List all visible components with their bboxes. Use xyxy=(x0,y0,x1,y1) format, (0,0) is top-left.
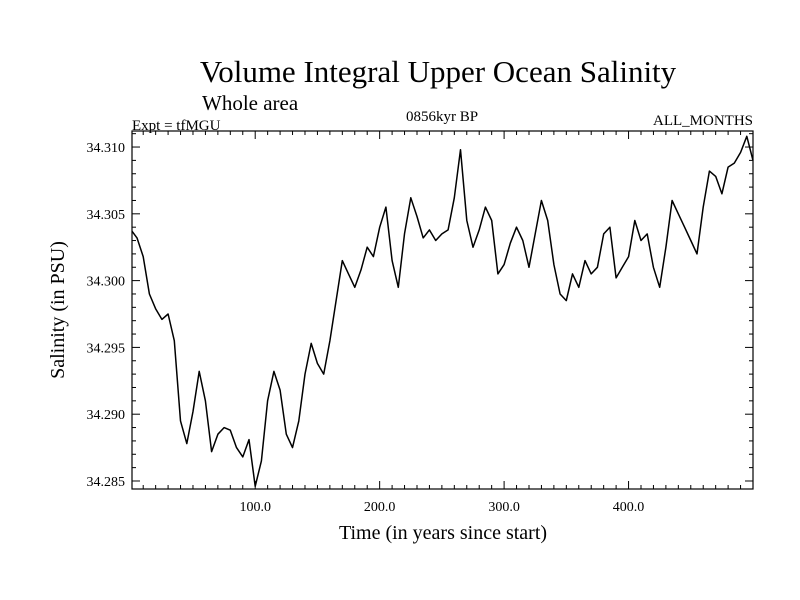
x-tick-label: 300.0 xyxy=(488,500,520,515)
x-tick-label: 100.0 xyxy=(239,500,271,515)
y-tick-label: 34.290 xyxy=(87,408,126,423)
axis-ticks xyxy=(132,131,754,489)
chart-title: Volume Integral Upper Ocean Salinity xyxy=(200,54,677,89)
experiment-label: Expt = tfMGU xyxy=(132,118,221,134)
y-tick-label: 34.305 xyxy=(87,208,126,223)
y-tick-label: 34.285 xyxy=(87,475,126,490)
chart-subtitle: Whole area xyxy=(202,91,299,115)
period-label: 0856kyr BP xyxy=(406,109,478,125)
x-axis-label: Time (in years since start) xyxy=(339,522,547,544)
x-tick-label: 200.0 xyxy=(364,500,396,515)
axis-tick-labels: 100.0 200.0 300.0 400.0 34.285 34.290 34.295 34… xyxy=(87,141,645,515)
salinity-series-line xyxy=(131,135,754,488)
x-tick-label: 400.0 xyxy=(613,500,645,515)
y-tick-label: 34.295 xyxy=(87,341,126,356)
months-label: ALL_MONTHS xyxy=(653,113,753,129)
plot-frame xyxy=(131,130,754,490)
y-tick-label: 34.310 xyxy=(87,141,126,156)
y-tick-label: 34.300 xyxy=(87,275,126,290)
y-axis-label: Salinity (in PSU) xyxy=(47,241,69,379)
